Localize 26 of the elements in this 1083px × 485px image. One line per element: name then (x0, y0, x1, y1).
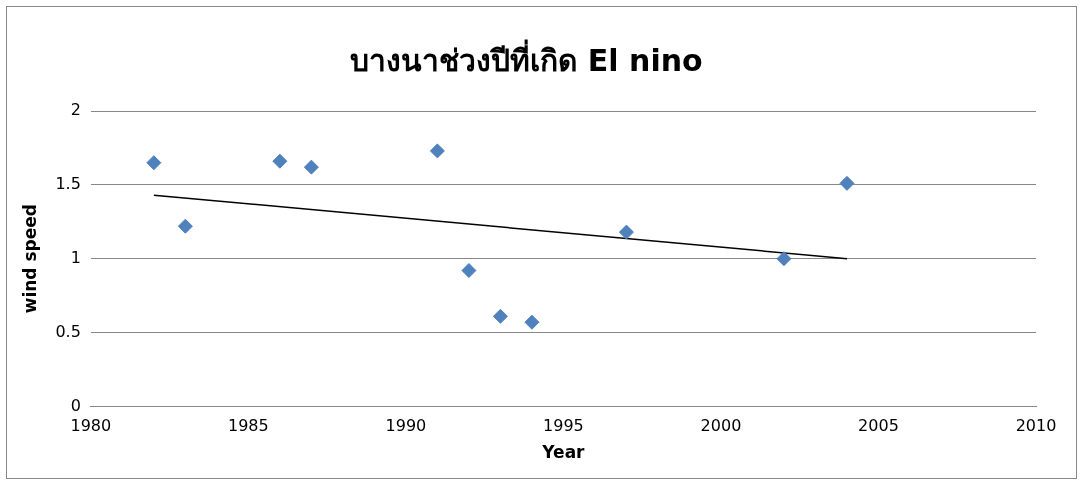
x-tick-label: 1985 (228, 416, 269, 436)
y-tick-label: 1.5 (55, 174, 81, 194)
x-tick-label: 1990 (385, 416, 427, 436)
point (492, 308, 508, 324)
point (618, 224, 634, 240)
x-tick-label: 1980 (70, 416, 112, 436)
point (776, 251, 792, 267)
point (839, 175, 855, 191)
point (429, 143, 445, 159)
point (303, 159, 319, 175)
x-tick-label: 2005 (858, 416, 899, 436)
x-tick-label: 1995 (543, 416, 584, 436)
x-tick-label: 2000 (700, 416, 742, 436)
y-tick-label: 0.5 (55, 321, 81, 341)
chart-title: บางนาช่วงปีที่เกิด El nino (350, 38, 703, 78)
point (461, 263, 477, 279)
y-tick-label: 0 (70, 395, 81, 415)
point (524, 314, 540, 330)
x-axis-title: Year (541, 442, 586, 463)
point (177, 218, 193, 234)
x-tick-label: 2010 (1015, 416, 1057, 436)
point (272, 153, 288, 169)
point (146, 155, 162, 171)
y-tick-label: 2 (70, 100, 81, 120)
y-axis-title: wind speed (19, 204, 40, 314)
y-tick-label: 1 (70, 247, 81, 267)
